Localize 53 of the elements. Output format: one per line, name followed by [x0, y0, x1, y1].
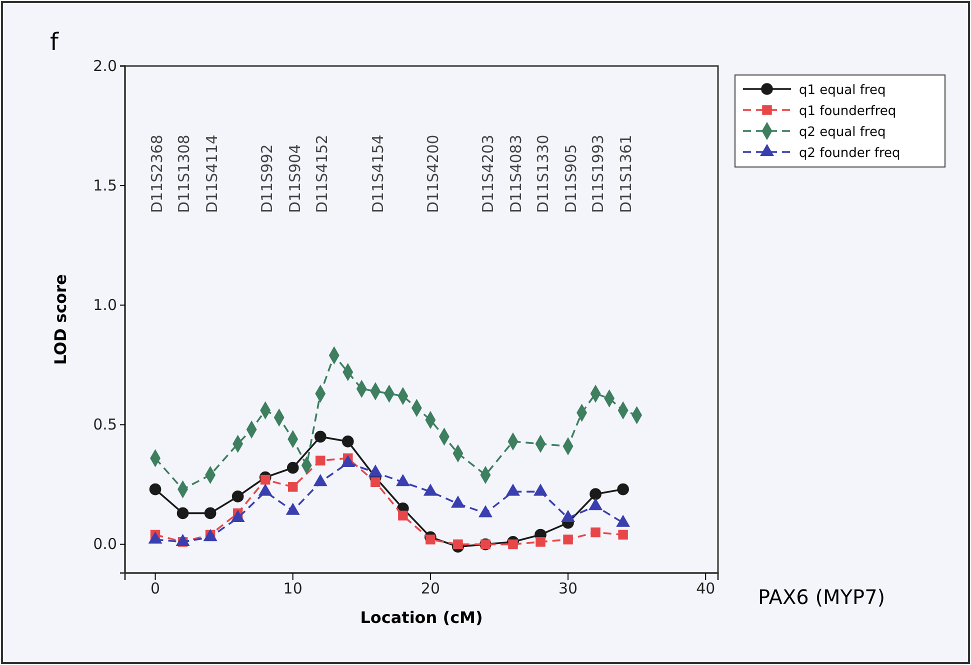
y-tick-label: 0.0 — [93, 535, 117, 554]
annotation: D11S2368 — [148, 134, 166, 213]
legend-label: q1 founderfreq — [799, 104, 896, 119]
point — [590, 488, 602, 500]
point — [232, 490, 244, 502]
x-axis-title: Location (cM) — [360, 608, 483, 627]
annotation: D11S992 — [258, 144, 276, 213]
annotation: D11S4203 — [479, 134, 497, 213]
annotation: D11S904 — [286, 144, 304, 213]
point — [370, 477, 380, 487]
annotation: D11S4114 — [203, 134, 221, 213]
point — [398, 510, 408, 520]
text: f — [50, 28, 59, 56]
point — [204, 507, 216, 520]
annotation: D11S4152 — [313, 134, 331, 213]
x-tick-label: 20 — [420, 580, 440, 598]
x-tick-label: 30 — [558, 580, 578, 598]
annotation: D11S4200 — [424, 134, 442, 213]
annotation: D11S4083 — [507, 134, 525, 213]
y-tick-label: 1.0 — [93, 296, 117, 314]
point — [316, 456, 326, 466]
y-tick-label: 2.0 — [93, 56, 117, 75]
point — [536, 537, 546, 547]
point — [176, 507, 189, 520]
legend-label: q1 equal freq — [799, 83, 886, 98]
text: PAX6 (MYP7) — [758, 585, 886, 609]
legend-label: q2 equal freq — [799, 125, 886, 140]
annotation: D11S1308 — [175, 134, 193, 213]
point — [314, 430, 326, 443]
x-tick-label: 40 — [696, 580, 716, 598]
point — [288, 482, 298, 492]
point — [617, 483, 629, 496]
annotation: D11S1361 — [617, 134, 635, 213]
x-tick-label: 10 — [283, 580, 302, 598]
annotation: D11S905 — [562, 144, 580, 213]
point — [426, 534, 436, 544]
annotation: D11S4154 — [369, 134, 387, 213]
point — [286, 462, 299, 474]
y-axis-title: LOD score — [51, 274, 70, 365]
point — [618, 530, 628, 540]
point — [590, 527, 600, 538]
point — [508, 539, 518, 550]
point — [563, 534, 573, 544]
point — [149, 483, 162, 496]
annotation: D11S1330 — [534, 134, 552, 213]
y-tick-label: 0.5 — [93, 416, 117, 434]
legend-label: q2 founder freq — [799, 146, 900, 161]
x-tick-label: 0 — [150, 580, 160, 598]
point — [342, 436, 354, 448]
y-tick-label: 1.5 — [93, 176, 117, 194]
annotation: D11S1993 — [589, 134, 607, 213]
point — [453, 539, 463, 550]
point — [260, 474, 270, 485]
